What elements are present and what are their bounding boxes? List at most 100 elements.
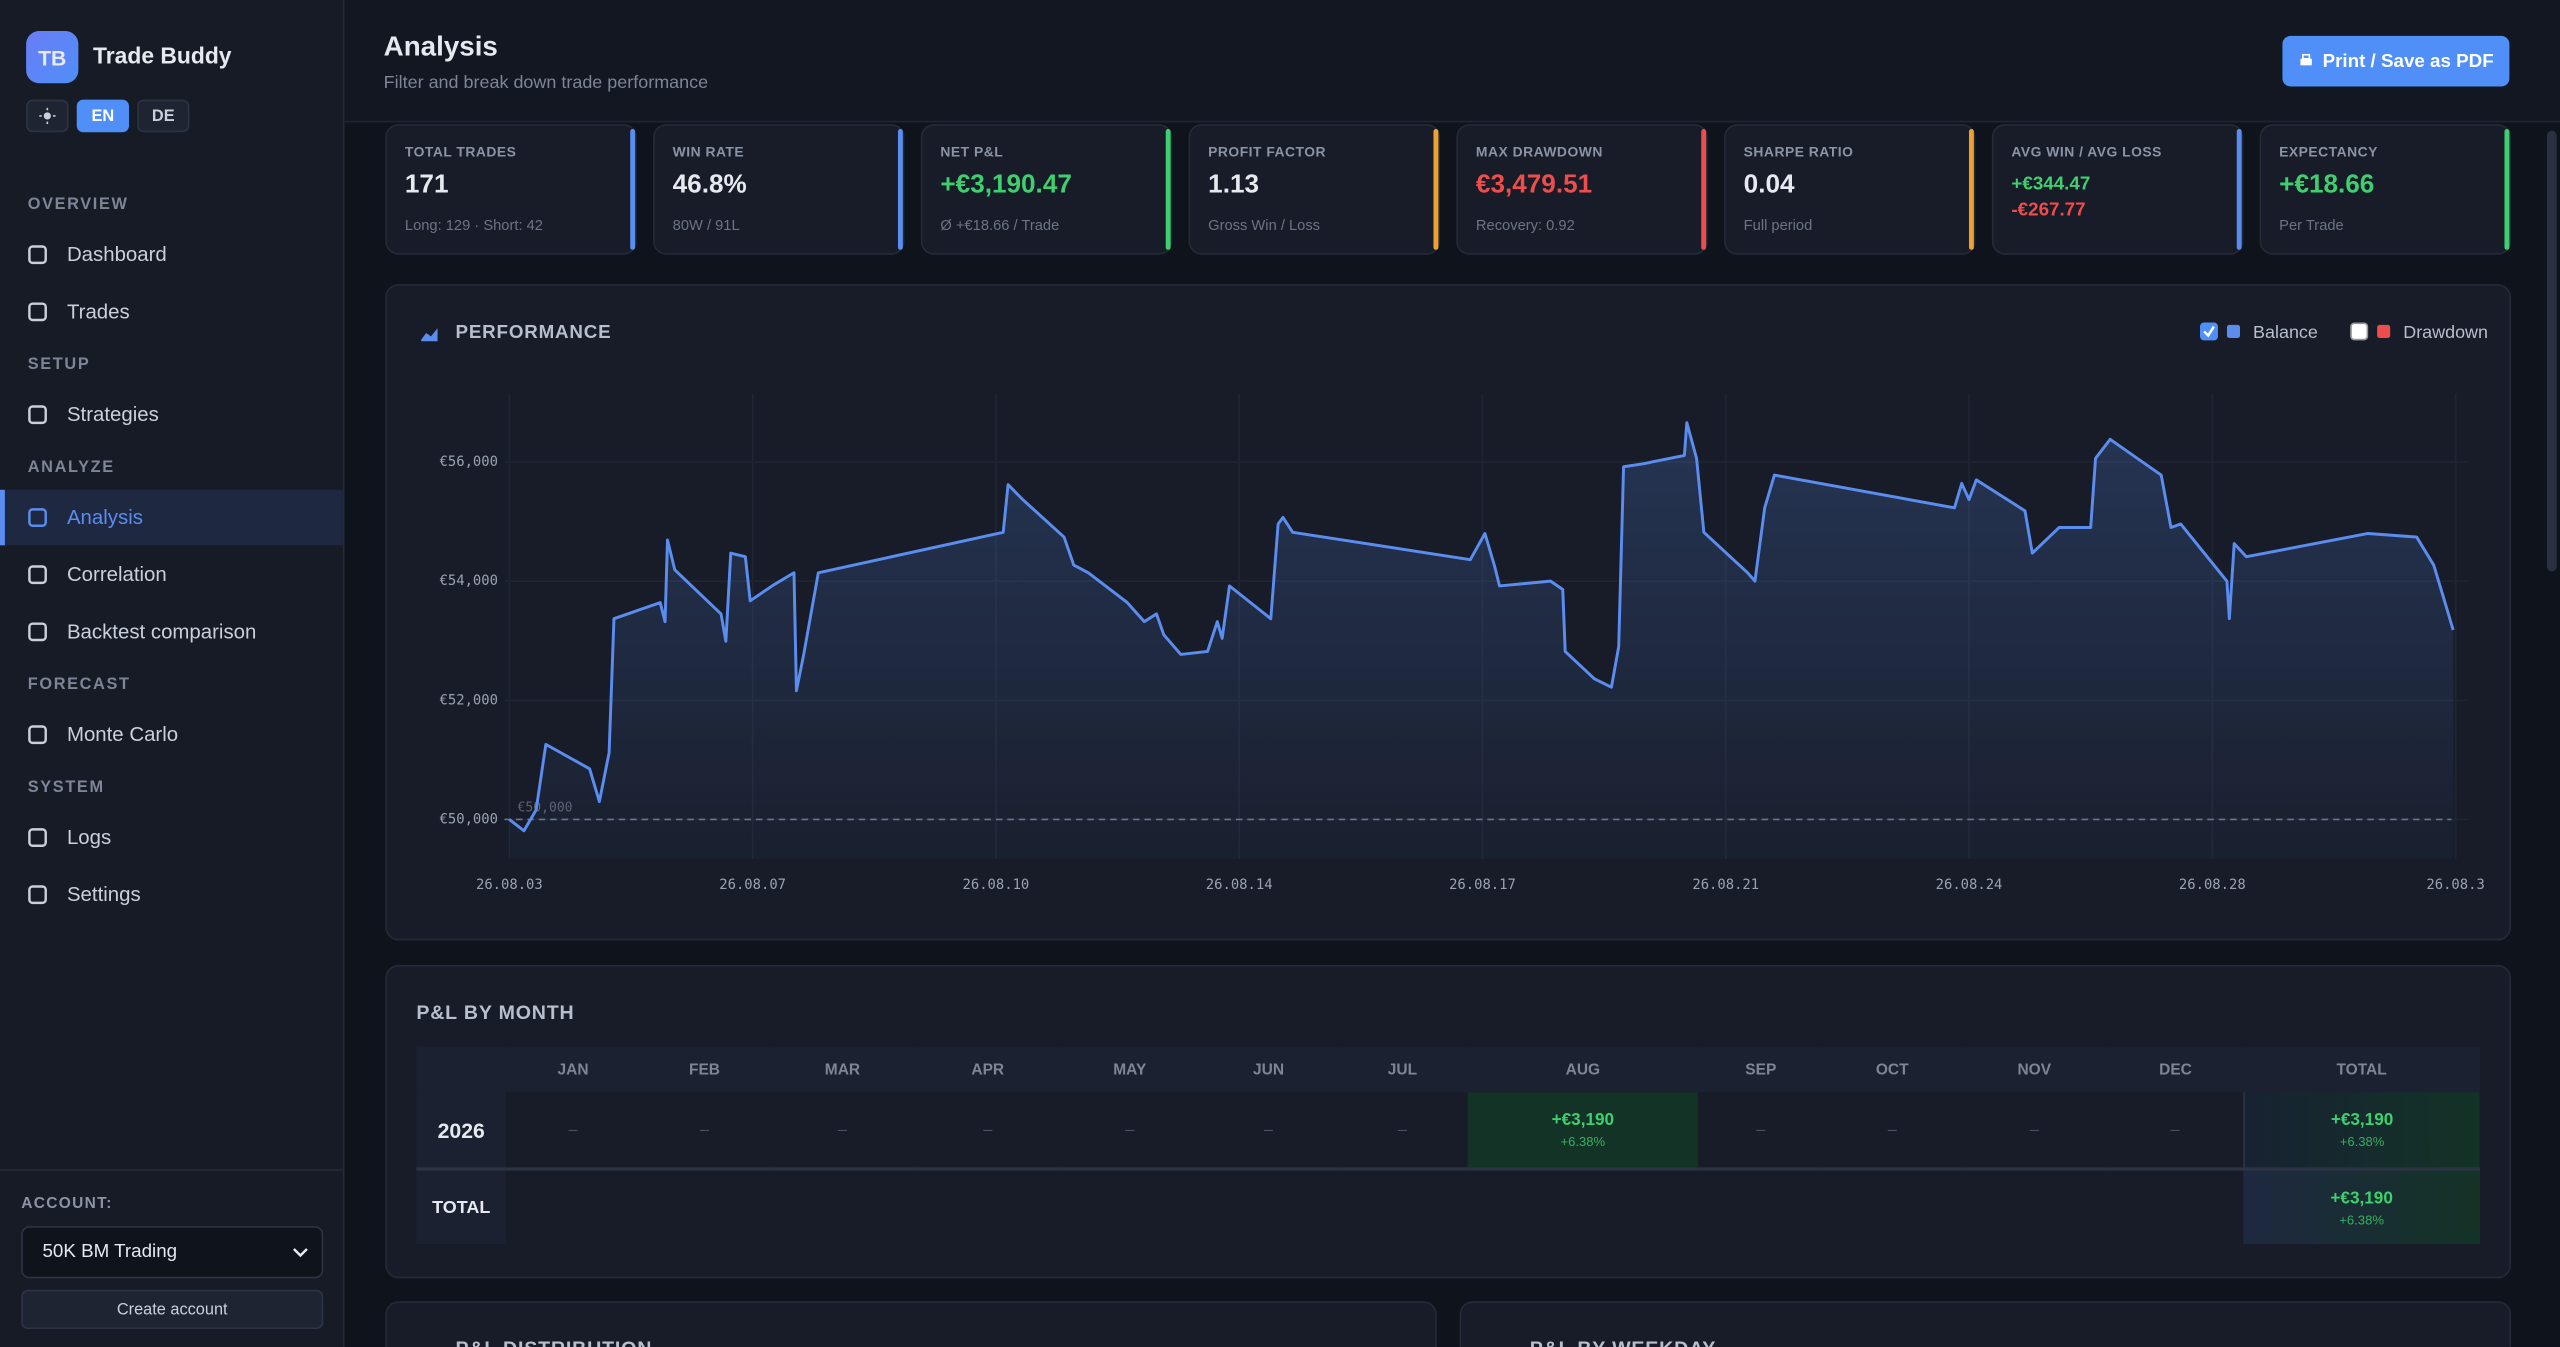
- print-button[interactable]: Print / Save as PDF: [2282, 35, 2510, 87]
- month-cell: [769, 1169, 916, 1244]
- month-header: FEB: [688, 1060, 720, 1079]
- month-cell: –: [1337, 1092, 1468, 1169]
- legend-swatch: [2226, 324, 2240, 338]
- nav-item[interactable]: Settings: [0, 867, 343, 923]
- kpi-label: AVG WIN / AVG LOSS: [2011, 143, 2162, 160]
- nav-section-title: FORECAST: [27, 675, 131, 694]
- kpi-label: NET P&L: [940, 143, 1004, 160]
- kpi-label: PROFIT FACTOR: [1208, 143, 1327, 160]
- kpi-value: +€3,190.47: [940, 171, 1072, 200]
- weekday-panel: P&L BY WEEKDAY: [1459, 1301, 2512, 1347]
- balance-line: [508, 421, 2455, 833]
- page-subtitle: Filter and break down trade performance: [383, 73, 709, 94]
- performance-chart: PERFORMANCE €50,000 €52,000 €54,000 €56,000 2…: [421, 321, 2488, 893]
- month-header: MAR: [824, 1060, 861, 1079]
- account-select[interactable]: 50K BM Trading: [21, 1226, 324, 1279]
- nav-label: Logs: [66, 826, 112, 849]
- nav-icon: [28, 245, 47, 265]
- x-tick-label: 26.08.14: [1206, 877, 1273, 893]
- kpi-accent: [1968, 128, 1974, 250]
- month-cell: [506, 1169, 640, 1244]
- month-cell: [2108, 1169, 2244, 1244]
- month-header: JUL: [1387, 1060, 1418, 1079]
- kpi-accent: [897, 128, 903, 250]
- logo: TB: [26, 31, 79, 84]
- cell-value: –: [837, 1120, 847, 1139]
- row-label: TOTAL: [416, 1168, 507, 1245]
- month-header: [416, 1047, 506, 1093]
- cell-value: –: [2029, 1120, 2039, 1139]
- nav-label: Trades: [66, 300, 130, 324]
- legend-label: Drawdown: [2403, 322, 2488, 342]
- create-account-button[interactable]: Create account: [21, 1289, 324, 1329]
- sidebar: TB Trade Buddy ACCOUNT: 50K BM Trading C…: [0, 0, 345, 1347]
- cell-value: –: [699, 1120, 710, 1139]
- nav-label: Strategies: [66, 403, 159, 427]
- language-button[interactable]: EN: [76, 99, 129, 133]
- x-tick-label: 26.08.03: [476, 877, 543, 893]
- kpi-label: MAX DRAWDOWN: [1475, 143, 1603, 160]
- x-tick-label: 26.08.07: [719, 877, 786, 893]
- nav-item[interactable]: Backtest comparison: [0, 604, 343, 660]
- kpi-value: 46.8%: [672, 171, 747, 200]
- legend-checkbox: [2199, 322, 2218, 341]
- month-cell: –: [2108, 1092, 2244, 1169]
- nav-label: Dashboard: [66, 243, 167, 267]
- kpi-sub: Recovery: 0.92: [1475, 217, 1575, 234]
- nav-item[interactable]: Monte Carlo: [0, 707, 343, 763]
- x-tick-label: 26.08.24: [1936, 877, 2003, 893]
- x-tick-label: 26.08.17: [1449, 877, 1516, 893]
- kpi-value: 171: [404, 171, 449, 200]
- kpi-accent: [1165, 128, 1171, 250]
- cell-percent: +6.38%: [2339, 1212, 2384, 1227]
- nav-item[interactable]: Dashboard: [0, 227, 343, 283]
- month-cell: [916, 1169, 1060, 1244]
- y-tick-label: €56,000: [440, 454, 498, 470]
- monthly-title: P&L BY MONTH: [416, 1000, 575, 1024]
- month-row: TOTAL +€3,190 +6.38%: [416, 1168, 2480, 1245]
- kpi-avg-loss: -€267.77: [2011, 200, 2086, 221]
- language-button[interactable]: DE: [137, 99, 190, 133]
- kpi-card: EXPECTANCY +€18.66 Per Trade: [2259, 124, 2512, 255]
- nav-label: Backtest comparison: [66, 620, 257, 644]
- nav-item[interactable]: Strategies: [0, 387, 343, 443]
- kpi-card: TOTAL TRADES 171 Long: 129 · Short: 42: [385, 124, 637, 255]
- kpi-sub: Per Trade: [2279, 217, 2344, 234]
- cell-value: –: [1125, 1120, 1135, 1139]
- theme-toggle[interactable]: [26, 99, 69, 133]
- page-title: Analysis: [383, 31, 498, 63]
- cell-value: –: [568, 1120, 578, 1139]
- kpi-sub: Long: 129 · Short: 42: [404, 217, 543, 234]
- month-cell: –: [916, 1092, 1060, 1169]
- cell-value: –: [1887, 1120, 1897, 1139]
- monthly-table: JAN FEB MAR APR MAY JUN JUL AUG SEP OCT NOV DEC TOTA…: [416, 1046, 2481, 1245]
- kpi-accent: [2504, 128, 2510, 250]
- nav-icon: [28, 405, 47, 425]
- kpi-card: AVG WIN / AVG LOSS +€344.47 -€267.77: [1991, 124, 2244, 255]
- nav-icon: [28, 302, 47, 322]
- cell-value: +€3,190: [2330, 1110, 2394, 1130]
- distribution-panel: P&L DISTRIBUTION: [385, 1301, 1437, 1347]
- nav-item[interactable]: Trades: [0, 284, 343, 340]
- nav-item[interactable]: Logs: [0, 810, 343, 866]
- nav-icon: [28, 508, 47, 527]
- month-header: MAY: [1113, 1060, 1147, 1079]
- kpi-sub: Full period: [1743, 217, 1813, 234]
- month-cell: [1060, 1169, 1200, 1244]
- y-tick-label: €54,000: [440, 573, 498, 589]
- kpi-accent: [1433, 128, 1439, 250]
- month-cell: –: [1698, 1092, 1824, 1169]
- chart-title: PERFORMANCE: [456, 321, 612, 342]
- month-cell: [1824, 1169, 1961, 1244]
- app-name: Trade Buddy: [93, 42, 232, 69]
- kpi-value: 0.04: [1743, 171, 1795, 200]
- nav-item[interactable]: Analysis: [0, 489, 343, 546]
- month-header: AUG: [1565, 1060, 1601, 1079]
- cell-value: –: [983, 1120, 993, 1139]
- nav-item[interactable]: Correlation: [0, 547, 343, 603]
- account-label: ACCOUNT:: [21, 1195, 113, 1214]
- kpi-label: TOTAL TRADES: [404, 143, 517, 160]
- month-header: JUN: [1253, 1060, 1285, 1079]
- kpi-value: +€18.66: [2279, 171, 2375, 200]
- month-cell: [1468, 1169, 1698, 1244]
